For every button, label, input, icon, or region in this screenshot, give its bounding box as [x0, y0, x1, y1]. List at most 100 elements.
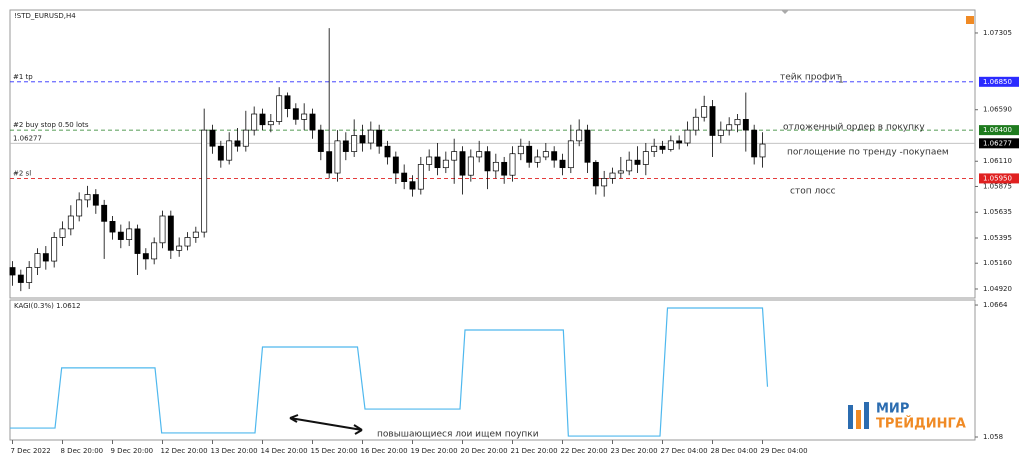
annotation: 1 — [838, 76, 844, 86]
candle-body — [376, 129, 383, 147]
candle-body — [101, 204, 108, 222]
candle-body — [542, 151, 549, 158]
price-panel — [9, 9, 976, 299]
candle-body — [717, 129, 724, 136]
candle-body — [642, 151, 649, 165]
x-tick-label: 29 Dec 04:00 — [761, 447, 808, 455]
candle-body — [226, 140, 233, 161]
x-tick-label: 13 Dec 20:00 — [211, 447, 258, 455]
candle-body — [234, 140, 241, 147]
candle-body — [584, 129, 591, 163]
candle-body — [267, 121, 274, 126]
level-label: 1.06850 — [983, 78, 1012, 86]
candle-body — [567, 140, 574, 169]
y-tick-label: 1.05395 — [983, 234, 1012, 242]
level-name: #2 sl — [13, 169, 31, 177]
candle-body — [367, 129, 374, 144]
level-name: #2 buy stop 0.50 lots — [13, 121, 89, 129]
indicator-title: KAGI(0.3%) 1.0612 — [14, 302, 81, 310]
x-tick-label: 27 Dec 04:00 — [661, 447, 708, 455]
x-tick-label: 28 Dec 04:00 — [711, 447, 758, 455]
candle-body — [392, 156, 399, 174]
candle-body — [759, 143, 766, 158]
candle-body — [217, 145, 224, 161]
candle-body — [259, 113, 266, 126]
trade-icon[interactable] — [966, 16, 974, 24]
candle-body — [309, 113, 316, 131]
candle-body — [609, 172, 616, 179]
candle-body — [451, 151, 458, 161]
candle-body — [442, 159, 449, 169]
candle-body — [484, 151, 491, 172]
level-name: #1 tp — [13, 73, 33, 81]
x-tick-label: 21 Dec 20:00 — [511, 447, 558, 455]
candle-body — [492, 161, 499, 172]
candle-body — [559, 159, 566, 169]
level-badge — [979, 138, 1019, 149]
candle-body — [242, 129, 249, 147]
candle-body — [384, 145, 391, 158]
candle-body — [276, 95, 283, 122]
candle-body — [92, 194, 99, 206]
candle-body — [476, 151, 483, 158]
level-badge — [979, 173, 1019, 184]
candle-body — [142, 253, 149, 260]
candle-body — [17, 274, 24, 283]
candle-body — [576, 129, 583, 142]
level-label: 1.06400 — [983, 126, 1012, 134]
y-tick-label: 1.05160 — [983, 259, 1012, 267]
candle-body — [726, 124, 733, 131]
candle-body — [284, 95, 291, 109]
candle-body — [251, 113, 258, 131]
level-label: 1.06277 — [983, 139, 1012, 147]
candle-body — [34, 253, 41, 268]
level-badge — [979, 125, 1019, 136]
y-tick-label: 1.07305 — [983, 29, 1012, 37]
kagi-panel — [9, 299, 976, 441]
x-tick-label: 15 Dec 20:00 — [311, 447, 358, 455]
candle-body — [209, 129, 216, 147]
annotation-arrow — [289, 414, 363, 435]
annotation: тейк профит — [780, 73, 841, 83]
candle-body — [159, 215, 166, 244]
candle-body — [76, 199, 83, 217]
logo: МИР ТРЕЙДИНГА — [848, 402, 966, 432]
x-tick-label: 14 Dec 20:00 — [261, 447, 308, 455]
candle-body — [676, 140, 683, 144]
y-tick-label: 1.05875 — [983, 182, 1012, 190]
candle-body — [167, 215, 174, 251]
candle-body — [709, 106, 716, 136]
candle-body — [26, 267, 33, 283]
kagi-line — [10, 307, 769, 437]
candle-body — [426, 156, 433, 165]
candle-body — [342, 140, 349, 152]
annotation: отложенный ордер в покупку — [783, 123, 925, 133]
candle-body — [692, 116, 699, 131]
candle-body — [201, 129, 208, 233]
candle-body — [517, 145, 524, 155]
logo-icon — [856, 410, 861, 429]
candle-body — [301, 113, 308, 120]
annotation: повышающиеся лои ищем поупки — [377, 430, 539, 440]
candle-body — [534, 156, 541, 163]
candle-body — [351, 135, 358, 152]
candle-body — [459, 151, 466, 176]
candle-body — [617, 170, 624, 174]
candle-body — [742, 119, 749, 131]
candle-body — [134, 228, 141, 254]
candle-body — [592, 161, 599, 187]
candle-body — [626, 159, 633, 172]
annotation: поглощение по тренду -покупаем — [787, 148, 949, 158]
candle-body — [751, 129, 758, 158]
candle-body — [651, 145, 658, 152]
candle-body — [634, 159, 641, 165]
candle-body — [434, 156, 441, 169]
candle-body — [701, 106, 708, 118]
annotation: стоп лосс — [790, 187, 836, 197]
x-tick-label: 19 Dec 20:00 — [411, 447, 458, 455]
logo-icon — [864, 402, 869, 429]
candle-body — [151, 242, 158, 260]
candle-body — [684, 129, 691, 144]
candle-body — [59, 228, 66, 238]
